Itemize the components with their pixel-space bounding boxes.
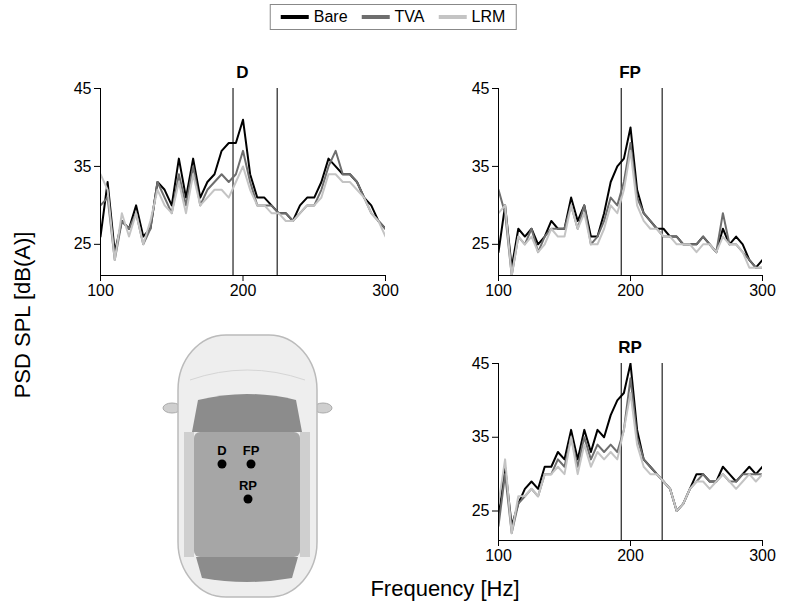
svg-text:D: D — [217, 443, 226, 458]
html-text:FP: FP — [619, 63, 641, 82]
svg-text:45: 45 — [74, 80, 92, 97]
svg-text:25: 25 — [472, 502, 490, 519]
svg-text:100: 100 — [87, 282, 114, 299]
html-text:TVA: TVA — [394, 8, 425, 25]
html-text:Frequency [Hz]: Frequency [Hz] — [370, 576, 520, 601]
svg-text:35: 35 — [472, 158, 490, 175]
svg-text:25: 25 — [472, 235, 490, 252]
svg-text:100: 100 — [485, 547, 512, 564]
svg-text:25: 25 — [74, 235, 92, 252]
svg-text:300: 300 — [749, 282, 776, 299]
html-text:RP: RP — [618, 338, 642, 357]
svg-text:100: 100 — [485, 282, 512, 299]
svg-text:300: 300 — [372, 282, 399, 299]
svg-text:200: 200 — [617, 282, 644, 299]
svg-text:45: 45 — [472, 355, 490, 372]
html-text:Bare: Bare — [313, 8, 348, 25]
html-text:PSD SPL [dB(A)]: PSD SPL [dB(A)] — [10, 231, 35, 399]
svg-text:FP: FP — [243, 443, 260, 458]
svg-text:RP: RP — [239, 478, 257, 493]
svg-text:35: 35 — [472, 428, 490, 445]
svg-text:200: 200 — [230, 282, 257, 299]
html-text:LRM: LRM — [471, 8, 506, 25]
html-text:D: D — [236, 63, 249, 82]
svg-text:45: 45 — [472, 80, 490, 97]
svg-text:35: 35 — [74, 158, 92, 175]
svg-text:300: 300 — [749, 547, 776, 564]
svg-text:200: 200 — [617, 547, 644, 564]
